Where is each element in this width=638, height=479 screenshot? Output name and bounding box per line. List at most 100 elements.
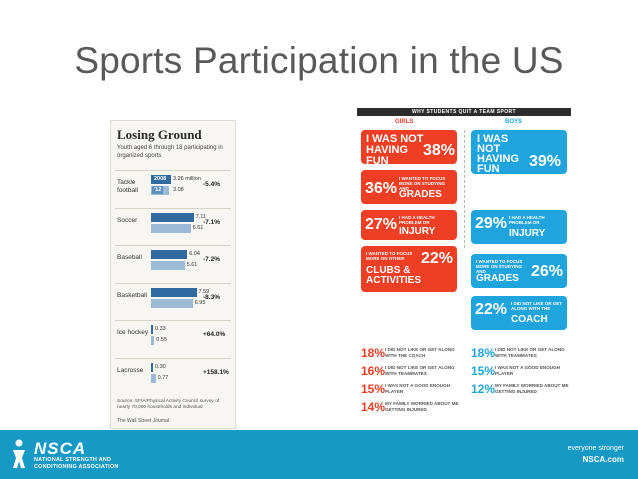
wsj-bar-2008 — [151, 212, 194, 222]
wsj-value-2008: 7.59 — [198, 288, 210, 295]
wsj-value-2012: 3.08 — [173, 187, 184, 193]
wsj-value-2012: 0.55 — [156, 337, 168, 343]
boys-bubble-injury: 29% I HAD A HEALTH PROBLEM OR INJURY — [471, 210, 567, 244]
girls-stat-pct: 14% — [361, 400, 386, 414]
infographic-banner: WHY STUDENTS QUIT A TEAM SPORT — [357, 108, 571, 116]
boys-bubble-grades-big: GRADES — [476, 273, 519, 284]
wsj-chart-source: Source: SFIA/Physical Activity Council s… — [117, 399, 220, 410]
girls-bubble-clubs-pct: 22% — [421, 250, 454, 267]
wsj-bar-2012 — [151, 298, 193, 308]
wsj-row-separator — [115, 170, 231, 171]
girls-stat-text: I DID NOT LIKE OR GET ALONG WITH THE COA… — [385, 347, 455, 358]
wsj-bar-2008 — [151, 325, 153, 334]
wsj-legend-2008: 2008 — [152, 175, 169, 183]
boys-stat-pct: 15% — [471, 364, 496, 378]
footer-brand: NSCA — [34, 439, 87, 458]
boys-bubble-coach-small: I DID NOT LIKE OR GET ALONG WITH THE — [511, 301, 563, 311]
boys-stat-pct: 18% — [471, 346, 496, 360]
boys-bubble-grades: I WANTED TO FOCUS MORE ON STUDYING AND G… — [471, 254, 567, 288]
footer-url[interactable]: NSCA.com — [582, 455, 624, 464]
wsj-value-2008: 3.26 million — [173, 176, 201, 182]
girls-bubble-injury-pct: 27% — [365, 216, 398, 233]
girls-bubble-grades-small: I WANTED TO FOCUS MORE ON STUDYING AND — [399, 176, 446, 191]
wsj-value-2008: 7.11 — [195, 213, 206, 220]
boys-bubble-injury-pct: 29% — [475, 215, 508, 232]
wsj-value-2008: 0.30 — [155, 363, 166, 370]
girls-stat-pct: 16% — [361, 364, 386, 378]
wsj-row-separator — [115, 245, 231, 246]
girls-stat-row: 18% I DID NOT LIKE OR GET ALONG WITH THE… — [361, 346, 461, 360]
wsj-sport-label: Lacrosse — [117, 366, 144, 374]
girls-stat-row: 14% MY FAMILY WORRIED ABOUT ME GETTING I… — [361, 400, 461, 414]
wsj-value-2012: 0.77 — [157, 374, 169, 381]
girls-stat-pct: 18% — [361, 346, 386, 360]
girls-bubble-clubs: I WANTED TO FOCUS MORE ON OTHER CLUBS & … — [361, 246, 457, 292]
boys-stat-text: I DID NOT LIKE OR GET ALONG WITH TEAMMAT… — [495, 347, 565, 358]
girls-stat-text: MY FAMILY WORRIED ABOUT ME GETTING INJUR… — [385, 401, 459, 412]
girls-bubble-injury-small: I HAD A HEALTH PROBLEM OR — [399, 215, 435, 225]
wsj-change-label: -5.4% — [203, 181, 220, 188]
wsj-bar-2012 — [151, 336, 155, 345]
wsj-value-2012: 6.61 — [192, 224, 204, 231]
wsj-chart-subtitle: Youth aged 6 through 18 participating in… — [117, 145, 223, 159]
boys-bubble-coach-big: COACH — [511, 314, 548, 325]
wsj-chart-title: Losing Ground — [117, 127, 202, 142]
wsj-bar-2012 — [151, 261, 185, 270]
wsj-value-2008: 0.33 — [155, 326, 166, 332]
boys-bubble-coach: 22% I DID NOT LIKE OR GET ALONG WITH THE… — [471, 296, 567, 330]
boys-bubble-grades-pct: 26% — [531, 263, 564, 280]
wsj-chart-credit: The Wall Street Journal — [117, 418, 170, 424]
wsj-row-separator — [115, 282, 231, 284]
wsj-row-separator — [115, 207, 231, 209]
boys-stat-pct: 12% — [471, 382, 496, 396]
column-divider — [464, 130, 465, 248]
wsj-change-label: -7.2% — [203, 256, 220, 263]
wsj-sport-label: Soccer — [117, 216, 138, 224]
wsj-change-label: -7.1% — [203, 218, 220, 226]
wsj-bar-2008 — [151, 287, 197, 297]
boys-stat-text: I WAS NOT A GOOD ENOUGH PLAYER — [495, 365, 560, 376]
wsj-sport-label: Baseball — [117, 254, 142, 261]
boys-bubble-fun-text: I WAS NOT HAVING FUN — [477, 133, 519, 175]
girls-bubble-fun-text: I WAS NOT HAVING FUN — [366, 133, 424, 167]
boys-bubble-injury-small: I HAD A HEALTH PROBLEM OR — [509, 215, 545, 225]
boys-bubble-grades-small: I WANTED TO FOCUS MORE ON STUDYING AND — [476, 259, 523, 274]
footer-association-line2: CONDITIONING ASSOCIATION — [34, 464, 119, 470]
wsj-change-label: +158.1% — [203, 368, 229, 376]
girls-stat-row: 16% I DID NOT LIKE OR GET ALONG WITH TEA… — [361, 364, 461, 378]
wsj-row-separator — [115, 357, 231, 359]
wsj-value-2012: 6.95 — [194, 299, 206, 306]
wsj-value-2008: 6.04 — [189, 251, 200, 257]
girls-bubble-grades-pct: 36% — [365, 180, 398, 197]
wsj-bar-2012 — [151, 223, 191, 233]
boys-column-label: BOYS — [505, 119, 523, 125]
boys-stat-row: 18% I DID NOT LIKE OR GET ALONG WITH TEA… — [471, 346, 571, 360]
wsj-change-label: +64.0% — [203, 331, 226, 338]
boys-stat-row: 12% MY FAMILY WORRIED ABOUT ME GETTING I… — [471, 382, 571, 396]
boys-stat-text: MY FAMILY WORRIED ABOUT ME GETTING INJUR… — [495, 383, 569, 394]
wsj-sport-label: Ice hockey — [117, 329, 149, 336]
wsj-row-separator — [115, 320, 231, 321]
girls-bubble-fun: I WAS NOT HAVING FUN 38% — [361, 130, 457, 167]
quit-sport-infographic: WHY STUDENTS QUIT A TEAM SPORT GIRLS BOY… — [357, 108, 571, 422]
wsj-chart: Losing Ground Youth aged 6 through 18 pa… — [110, 120, 236, 429]
girls-bubble-injury: 27% I HAD A HEALTH PROBLEM OR INJURY — [361, 210, 457, 240]
girls-bubble-clubs-big: CLUBS & ACTIVITIES — [366, 265, 422, 286]
girls-bubble-injury-big: INJURY — [399, 226, 436, 237]
girls-bubble-clubs-small: I WANTED TO FOCUS MORE ON OTHER — [366, 251, 413, 261]
boys-bubble-fun: I WAS NOT HAVING FUN 39% — [471, 130, 567, 175]
wsj-bar-2012 — [151, 373, 156, 383]
nsca-figure-icon — [13, 439, 25, 468]
girls-stat-pct: 15% — [361, 382, 386, 396]
girls-column-label: GIRLS — [395, 119, 414, 125]
boys-bubble-fun-pct: 39% — [529, 153, 562, 170]
wsj-bar-2008 — [151, 250, 188, 259]
slide-title: Sports Participation in the US — [74, 40, 564, 81]
girls-bubble-grades-big: GRADES — [399, 189, 442, 200]
wsj-bar-2008 — [151, 362, 153, 372]
footer-association-line1: NATIONAL STRENGTH AND — [34, 457, 112, 463]
wsj-legend-2012: '12 — [152, 186, 164, 194]
boys-stat-row: 15% I WAS NOT A GOOD ENOUGH PLAYER — [471, 364, 571, 378]
girls-bubble-grades: 36% I WANTED TO FOCUS MORE ON STUDYING A… — [361, 170, 457, 204]
footer-bar: NSCA NATIONAL STRENGTH AND CONDITIONING … — [0, 430, 638, 479]
